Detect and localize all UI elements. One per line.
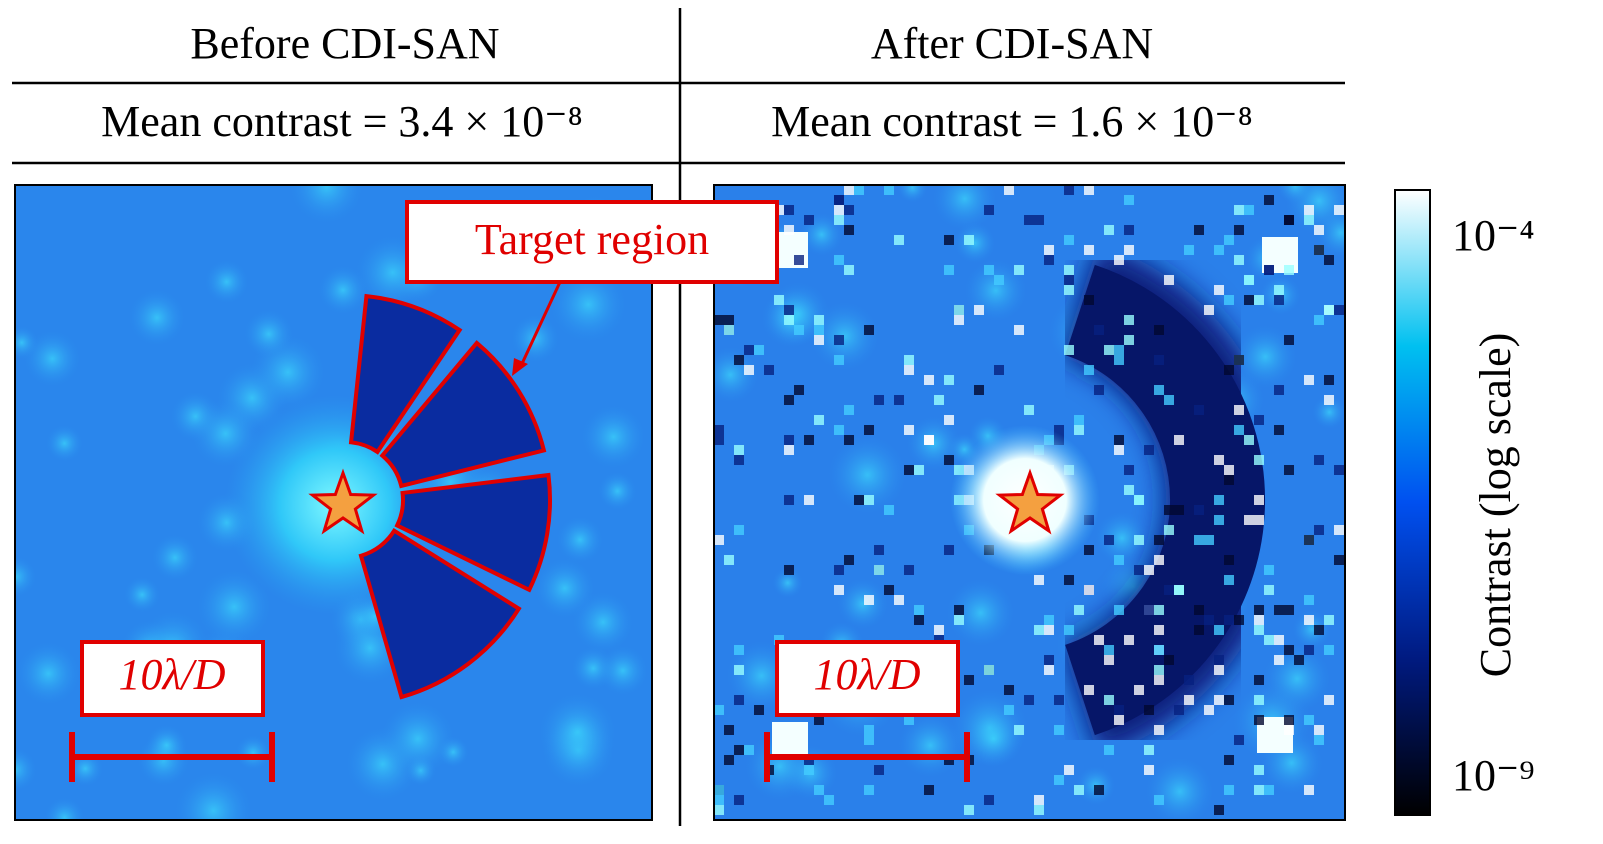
metric: Mean contrast = 3.4 × 10⁻⁸: [101, 97, 583, 146]
metric: Mean contrast = 1.6 × 10⁻⁸: [771, 97, 1253, 146]
colorbar-max: 10⁻⁴: [1452, 211, 1535, 260]
panel-title: Before CDI-SAN: [190, 19, 499, 68]
scale-label: 10λ/D: [813, 650, 920, 699]
colorbar-label: Contrast (log scale): [1471, 333, 1520, 678]
colorbar: [1395, 190, 1430, 815]
figure: Before CDI-SAN After CDI-SAN Mean contra…: [0, 0, 1603, 844]
panel-title: After CDI-SAN: [871, 19, 1153, 68]
colorbar-min: 10⁻⁹: [1452, 751, 1535, 800]
scale-label: 10λ/D: [118, 650, 225, 699]
annotation: Target region: [475, 215, 709, 264]
